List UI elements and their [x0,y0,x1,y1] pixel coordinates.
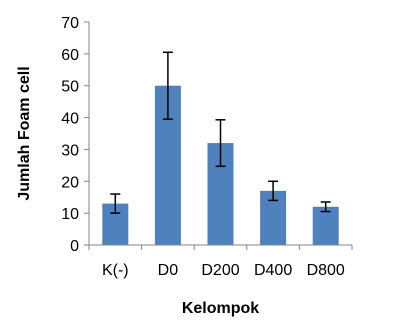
y-tick-label: 50 [61,79,79,96]
y-tick-label: 70 [61,15,79,32]
bar [312,206,339,245]
x-tick-label: D200 [201,262,239,279]
y-tick-label: 40 [61,111,79,128]
y-tick-label: 10 [61,206,79,223]
error-bars [110,51,331,214]
y-tick-label: 0 [70,238,79,255]
y-ticks: 0 10 20 30 40 50 60 70 [61,15,89,255]
x-tick-label: D800 [307,262,345,279]
x-ticks: K(-) D0 D200 D400 D800 [88,245,353,279]
x-axis-title: Kelompok [182,300,259,317]
x-tick-label: K(-) [102,262,129,279]
y-tick-label: 30 [61,142,79,159]
x-tick-label: D0 [158,262,179,279]
y-tick-label: 60 [61,47,79,64]
x-tick-label: D400 [254,262,292,279]
y-axis-title: Jumlah Foam cell [16,66,33,200]
y-tick-label: 20 [61,174,79,191]
